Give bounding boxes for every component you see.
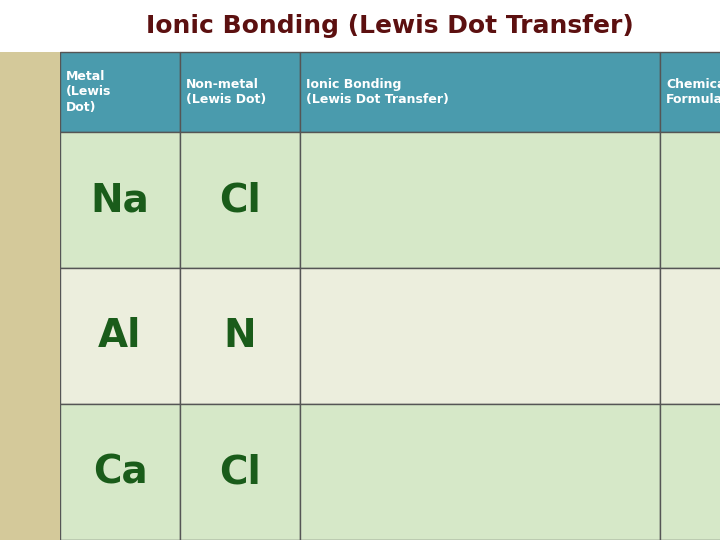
Bar xyxy=(300,52,660,132)
Bar xyxy=(660,268,720,404)
Text: Cl: Cl xyxy=(219,453,261,491)
Text: Chemical
Formula: Chemical Formula xyxy=(666,78,720,106)
Bar xyxy=(60,132,180,268)
Bar xyxy=(660,404,720,540)
Bar xyxy=(0,0,720,52)
Text: Ionic Bonding (Lewis Dot Transfer): Ionic Bonding (Lewis Dot Transfer) xyxy=(146,14,634,38)
Bar xyxy=(60,268,180,404)
Bar xyxy=(300,404,660,540)
Bar xyxy=(180,268,300,404)
Bar xyxy=(660,132,720,268)
Bar xyxy=(300,268,660,404)
Text: Ca: Ca xyxy=(93,453,148,491)
Bar xyxy=(0,52,60,540)
Text: Metal
(Lewis
Dot): Metal (Lewis Dot) xyxy=(66,71,112,113)
Bar xyxy=(60,52,180,132)
Text: Ionic Bonding
(Lewis Dot Transfer): Ionic Bonding (Lewis Dot Transfer) xyxy=(306,78,449,106)
Bar xyxy=(180,52,300,132)
Bar xyxy=(300,132,660,268)
Bar xyxy=(60,404,180,540)
Text: Cl: Cl xyxy=(219,181,261,219)
Bar xyxy=(660,52,720,132)
Bar xyxy=(180,132,300,268)
Bar xyxy=(180,404,300,540)
Text: Na: Na xyxy=(91,181,149,219)
Text: Non-metal
(Lewis Dot): Non-metal (Lewis Dot) xyxy=(186,78,266,106)
Text: Al: Al xyxy=(99,317,142,355)
Text: N: N xyxy=(224,317,256,355)
